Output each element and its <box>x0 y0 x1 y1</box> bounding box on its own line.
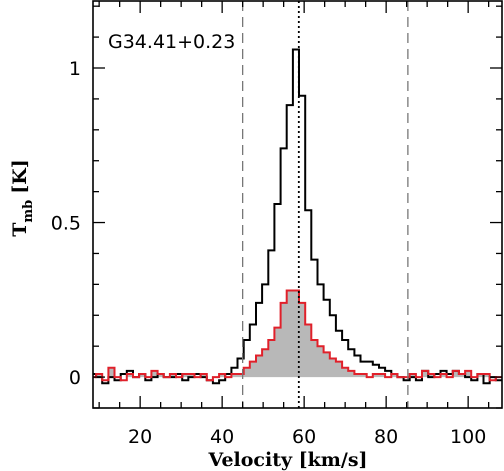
y-tick-label: 0.5 <box>51 213 81 235</box>
y-tick-label: 0 <box>69 367 81 389</box>
plot-frame <box>92 0 503 409</box>
series-layer <box>93 48 502 385</box>
y-axis-symbol: T <box>9 223 31 237</box>
x-tick-label: 40 <box>210 426 234 448</box>
tick-labels: 20 40 60 80 100 0 0.5 1 <box>51 58 487 448</box>
y-axis-title: Tmb [K] <box>9 159 36 237</box>
series-1-fill <box>93 290 502 378</box>
x-tick-label: 100 <box>450 426 486 448</box>
y-tick-label: 1 <box>69 58 81 80</box>
axis-ticks <box>93 1 502 409</box>
x-tick-label: 20 <box>128 426 152 448</box>
y-axis-subscript: mb <box>21 200 36 223</box>
x-axis-title: Velocity [km/s] <box>207 449 367 471</box>
x-tick-label: 60 <box>292 426 316 448</box>
reference-lines <box>241 1 409 408</box>
y-axis-unit: [K] <box>9 159 31 194</box>
series-1-line <box>93 289 502 382</box>
y-axis-title-text: Tmb [K] <box>9 159 36 237</box>
x-tick-label: 80 <box>374 426 398 448</box>
source-annotation: G34.41+0.23 <box>108 31 235 53</box>
